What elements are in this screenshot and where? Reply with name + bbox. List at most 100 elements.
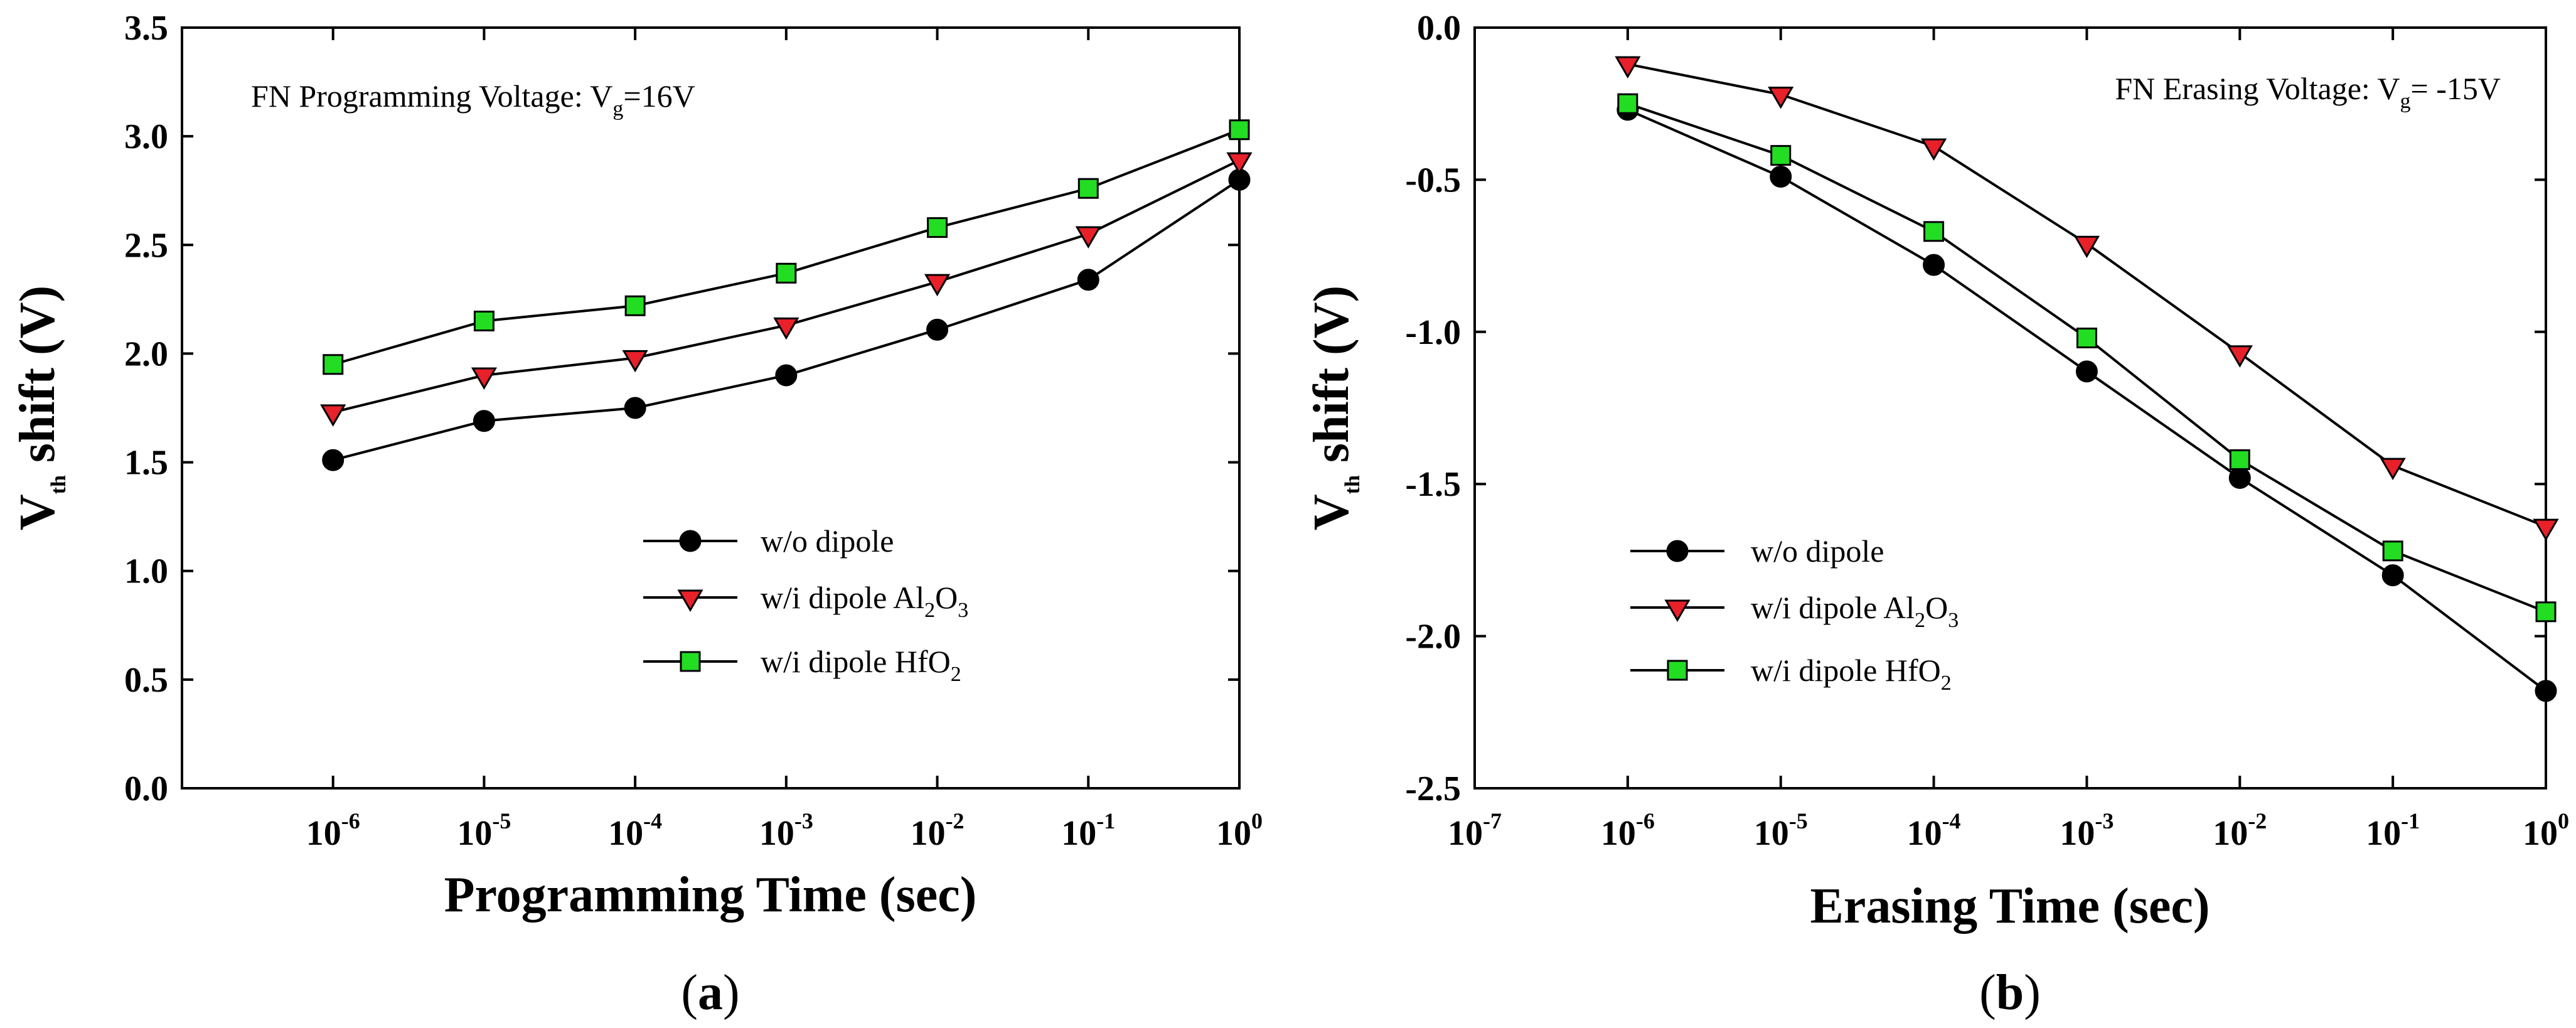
legend-a: w/o dipole w/i dipole Al2O3 w/i dipole H… bbox=[643, 523, 968, 686]
y-tick-label: -2.5 bbox=[1405, 769, 1461, 808]
legend-marker-circle bbox=[679, 530, 702, 552]
x-tick-label: 100 bbox=[1216, 808, 1263, 853]
data-point-circle bbox=[2075, 360, 2098, 383]
data-point-square bbox=[927, 217, 948, 238]
data-point-triangle bbox=[622, 350, 648, 373]
data-point-circle bbox=[926, 318, 949, 341]
data-point-square bbox=[776, 262, 797, 284]
y-tick-label: -2.0 bbox=[1405, 618, 1461, 656]
legend-marker-square bbox=[1667, 660, 1688, 681]
data-point-triangle bbox=[1226, 152, 1253, 175]
x-tick-label: 10-2 bbox=[911, 808, 965, 853]
legend-b: w/o dipole w/i dipole Al2O3 w/i dipole H… bbox=[1630, 533, 1959, 695]
panel-label-b: (b) bbox=[1979, 965, 2041, 1020]
x-tick-label: 10-5 bbox=[1754, 808, 1808, 853]
annotation-b: FN Erasing Voltage: Vg= -15V bbox=[2115, 71, 2501, 113]
x-axis-b: 10-7 10-6 10-5 10-4 10-3 10-2 10-1 100 bbox=[1448, 28, 2569, 853]
x-tick-label: 10-4 bbox=[1907, 808, 1961, 853]
x-tick-label: 10-2 bbox=[2213, 808, 2267, 853]
data-point-circle bbox=[473, 410, 495, 432]
legend-label: w/i dipole HfO2 bbox=[761, 644, 961, 686]
data-point-circle bbox=[2535, 680, 2557, 702]
y-tick-label: 0.0 bbox=[1417, 9, 1461, 48]
y-tick-label: 2.5 bbox=[124, 226, 168, 265]
y-tick-label: 1.5 bbox=[124, 444, 168, 483]
data-point-circle bbox=[322, 449, 345, 471]
legend-item-b-2: w/i dipole HfO2 bbox=[1630, 653, 1952, 695]
x-tick-label: 100 bbox=[2523, 808, 2569, 853]
data-point-circle bbox=[624, 397, 646, 419]
data-point-square bbox=[624, 295, 646, 316]
legend-label: w/i dipole Al2O3 bbox=[761, 580, 968, 622]
annotation-a: FN Programming Voltage: Vg=16V bbox=[251, 78, 695, 120]
data-point-triangle bbox=[924, 274, 951, 297]
data-point-square bbox=[1077, 178, 1099, 199]
data-point-circle bbox=[775, 364, 798, 387]
y-tick-label: 3.5 bbox=[124, 9, 168, 48]
series-group-a bbox=[320, 119, 1253, 471]
legend-marker-triangle bbox=[677, 589, 703, 612]
x-axis-a: 10-6 10-5 10-4 10-3 10-2 10-1 100 bbox=[306, 28, 1263, 853]
data-point-triangle bbox=[471, 367, 498, 390]
legend-item-a-2: w/i dipole HfO2 bbox=[643, 644, 961, 686]
panel-label-a: (a) bbox=[681, 965, 739, 1020]
x-tick-label: 10-3 bbox=[2060, 808, 2114, 853]
x-axis-label-a: Programming Time (sec) bbox=[444, 867, 977, 923]
series-line-1 bbox=[1627, 63, 2547, 528]
x-tick-label: 10-7 bbox=[1448, 808, 1502, 853]
legend-item-a-0: w/o dipole bbox=[643, 523, 894, 559]
x-axis-label-b: Erasing Time (sec) bbox=[1810, 879, 2210, 934]
y-tick-label: 1.0 bbox=[124, 552, 168, 591]
data-point-triangle bbox=[2226, 345, 2253, 368]
y-axis-label-b: Vth shift (V) bbox=[1304, 286, 1364, 530]
data-point-circle bbox=[1770, 166, 1792, 188]
legend-item-b-0: w/o dipole bbox=[1630, 533, 1884, 569]
data-point-square bbox=[1229, 119, 1250, 141]
x-tick-label: 10-4 bbox=[608, 808, 662, 853]
data-point-square bbox=[2229, 449, 2250, 470]
data-point-square bbox=[1923, 221, 1945, 242]
data-point-square bbox=[2535, 601, 2557, 623]
x-tick-label: 10-5 bbox=[457, 808, 511, 853]
legend-label: w/o dipole bbox=[761, 523, 894, 559]
data-point-square bbox=[1617, 93, 1638, 114]
legend-item-b-1: w/i dipole Al2O3 bbox=[1630, 590, 1959, 632]
y-tick-label: 2.0 bbox=[124, 335, 168, 373]
data-point-square bbox=[2076, 327, 2097, 348]
data-point-square bbox=[1770, 145, 1792, 166]
y-axis-b: -2.5 -2.0 -1.5 -1.0 -0.5 0.0 bbox=[1405, 9, 2546, 808]
legend-marker-triangle bbox=[1664, 599, 1691, 622]
y-tick-label: 0.5 bbox=[124, 661, 168, 700]
series-group-b bbox=[1615, 56, 2559, 702]
legend-item-a-1: w/i dipole Al2O3 bbox=[643, 580, 968, 622]
data-point-triangle bbox=[1615, 56, 1641, 79]
y-tick-label: -0.5 bbox=[1405, 161, 1461, 200]
data-point-triangle bbox=[320, 404, 346, 427]
legend-label: w/o dipole bbox=[1751, 533, 1884, 569]
data-point-circle bbox=[1077, 269, 1099, 291]
data-point-circle bbox=[2381, 564, 2404, 587]
data-point-triangle bbox=[1075, 226, 1101, 249]
y-axis-a: 0.0 0.5 1.0 1.5 2.0 2.5 3.0 3.5 bbox=[124, 9, 1239, 808]
data-point-triangle bbox=[1768, 87, 1794, 109]
data-point-square bbox=[2382, 540, 2403, 562]
y-tick-label: -1.5 bbox=[1405, 465, 1461, 504]
legend-marker-circle bbox=[1666, 540, 1689, 562]
plot-frame-b bbox=[1473, 26, 2547, 790]
y-tick-label: -1.0 bbox=[1405, 313, 1461, 352]
x-tick-label: 10-3 bbox=[759, 808, 813, 853]
data-point-square bbox=[473, 310, 494, 331]
data-point-square bbox=[323, 354, 344, 375]
panel-b: -2.5 -2.0 -1.5 -1.0 -0.5 0.0 10-7 10-6 10-5 10-4… bbox=[1304, 9, 2569, 1020]
x-tick-label: 10-1 bbox=[2366, 808, 2420, 853]
data-point-triangle bbox=[2073, 235, 2100, 259]
x-tick-label: 10-6 bbox=[306, 808, 360, 853]
y-tick-label: 3.0 bbox=[124, 117, 168, 156]
legend-label: w/i dipole HfO2 bbox=[1751, 653, 1952, 695]
x-tick-label: 10-6 bbox=[1601, 808, 1655, 853]
data-point-circle bbox=[2228, 467, 2251, 490]
data-point-triangle bbox=[1920, 138, 1947, 161]
data-point-triangle bbox=[2380, 458, 2406, 481]
x-tick-label: 10-1 bbox=[1061, 808, 1115, 853]
